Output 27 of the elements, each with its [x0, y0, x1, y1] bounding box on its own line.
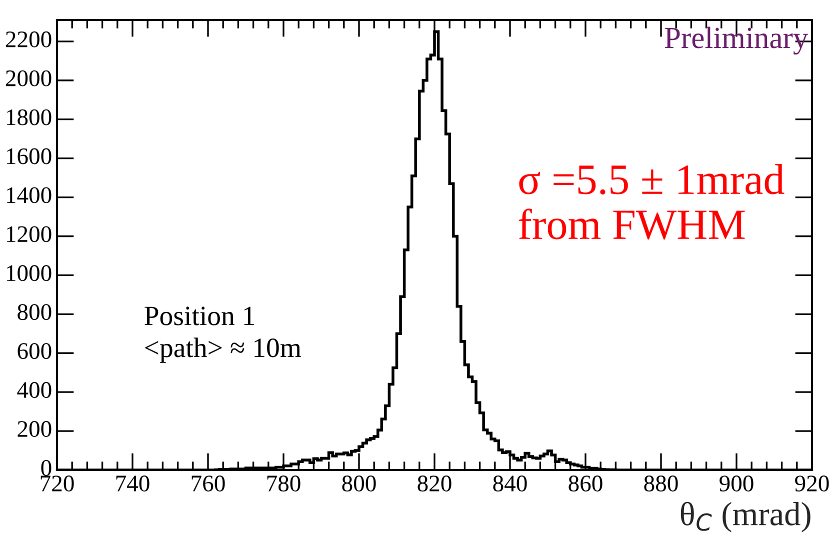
y-tick-label: 1200 — [6, 226, 52, 242]
y-tick-label: 600 — [18, 343, 52, 360]
y-tick-label: 0 — [41, 460, 52, 476]
y-tick-label: 2000 — [6, 70, 52, 86]
x-tick-label: 860 — [568, 476, 602, 492]
x-tick-label: 920 — [795, 476, 829, 492]
annotation: Preliminary — [664, 26, 808, 55]
y-tick-label: 1400 — [6, 187, 52, 204]
x-tick-label: 760 — [192, 476, 225, 492]
x-tick-label: 880 — [644, 476, 678, 492]
y-tick-label: 800 — [18, 304, 52, 320]
annotation: σ =5.5 ± 1mrad from FWHM — [518, 164, 784, 240]
y-tick-label: 200 — [18, 421, 52, 437]
x-tick-label: 840 — [493, 476, 527, 492]
y-tick-label: 1800 — [6, 109, 52, 126]
x-tick-label: 820 — [418, 476, 452, 492]
y-tick-label: 2200 — [6, 31, 52, 48]
x-tick-label: 800 — [342, 476, 376, 492]
x-axis-title: θ$_{C}$ (mrad) — [680, 502, 810, 532]
x-tick-label: 740 — [116, 476, 150, 492]
x-tick-label: 720 — [40, 476, 74, 492]
x-tick-label: 900 — [720, 476, 754, 492]
y-tick-label: 400 — [17, 382, 52, 398]
annotation: Position 1 <path> ≈ 10m — [144, 306, 302, 363]
x-tick-label: 780 — [267, 476, 300, 492]
y-tick-label: 1600 — [6, 148, 52, 164]
y-tick-label: 1000 — [6, 265, 52, 282]
